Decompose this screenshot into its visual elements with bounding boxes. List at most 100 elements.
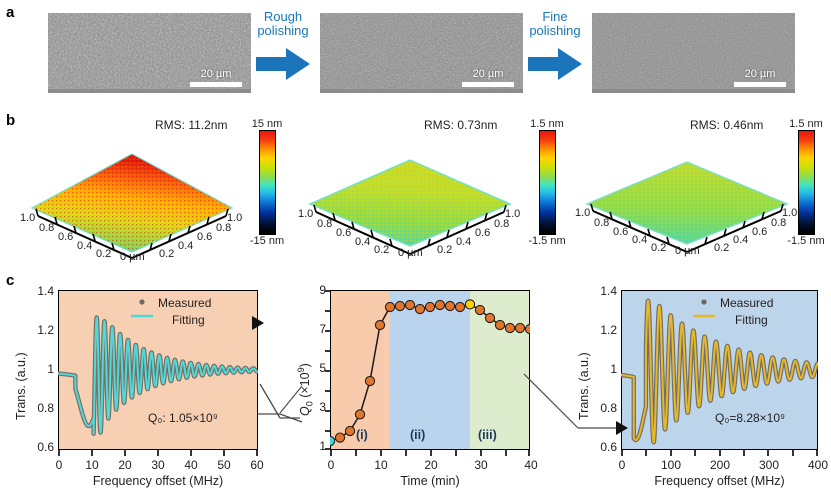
sem-image-as-fabricated: 20 µm [48, 13, 251, 93]
scalebar-3: 20 µm [734, 68, 786, 87]
q0-xtick-1: 10 [374, 458, 388, 472]
afm2-y-tick-1: 0.8 [494, 218, 510, 230]
afm-surface-as-fabricated: 1.0 0.8 0.6 0.4 0.2 0 µm 1.0 0.8 0.6 0.4… [20, 112, 245, 264]
ringdown-left-ytick-3: 1.2 [37, 323, 54, 337]
arrow-1-line1: Rough [263, 9, 303, 24]
q0-region-label-iii: (iii) [478, 428, 497, 442]
connector-left-arrowhead [252, 316, 300, 419]
afm3-colorbar: 1.5 nm -1.5 nm [783, 118, 829, 247]
ringdown-left-ytick-0: 0.6 [37, 440, 54, 454]
q0-xtick-marks [330, 450, 530, 456]
ringdown-left-ytick-1: 0.8 [37, 401, 54, 415]
ringdown-left-q0-annotation: Q₀: 1.05×10⁹ [148, 411, 218, 425]
ringdown-right-xtick-1: 100 [660, 458, 682, 472]
afm3-x-tick-2: 0.6 [613, 226, 629, 238]
afm3-colorbar-max: 1.5 nm [789, 118, 823, 130]
panel-c-letter: c [6, 272, 15, 289]
afm1-x-tick-4: 0.2 [96, 248, 112, 260]
chart-ringdown-left: Trans. (a.u.) 1.4 1.2 1 0.8 0.6 0 10 20 … [0, 268, 280, 492]
q0-ytick-4: 9 [319, 283, 326, 297]
q0-region-label-ii: (ii) [410, 428, 426, 442]
afm2-x-tick-1: 0.8 [317, 218, 333, 230]
ringdown-left-xtick-5: 50 [217, 458, 231, 472]
afm1-y-tick-1: 0.8 [216, 222, 232, 234]
afm2-x-tick-3: 0.4 [355, 236, 371, 248]
afm-3d-render-1 [30, 153, 234, 259]
afm2-y-tick-0: 1.0 [505, 208, 521, 220]
q0-xtick-2: 20 [424, 458, 438, 472]
scalebar-line [190, 82, 242, 87]
arrow-2-line2: polishing [529, 23, 581, 38]
afm2-colorbar-min: -1.5 nm [528, 235, 566, 247]
ringdown-right-legend-marks [693, 299, 715, 318]
afm3-colorbar-gradient [797, 130, 815, 235]
q0-ytick-2: 5 [319, 361, 326, 375]
afm1-y-tick-0: 1.0 [227, 212, 243, 224]
sem-image-fine-polished: 20 µm [592, 13, 795, 93]
afm3-y-tick-4: 0.2 [714, 242, 730, 254]
process-arrow-2-label: Fine polishing [520, 10, 590, 38]
ringdown-right-axes [621, 290, 818, 450]
afm-surface-fine-polished: 1.0 0.8 0.6 0.4 0.2 0 µm 1.0 0.8 0.6 0.4… [575, 112, 800, 264]
right-arrow-icon-1 [256, 48, 310, 80]
afm2-x-tick-4: 0.2 [374, 244, 390, 256]
afm1-x-tick-2: 0.6 [58, 231, 74, 243]
afm1-colorbar-max: 15 nm [251, 118, 283, 130]
afm2-colorbar-gradient [538, 130, 556, 235]
afm1-y-tick-2: 0.6 [197, 231, 213, 243]
afm-3d-render-2 [308, 159, 512, 255]
afm3-x-tick-0: 1.0 [575, 207, 591, 219]
q0-region-label-i: (i) [356, 428, 368, 442]
afm1-colorbar-gradient [258, 130, 276, 235]
ringdown-left-legend-fitting: Fitting [172, 313, 205, 327]
afm3-y-tick-0: 1.0 [782, 207, 798, 219]
afm3-x-tick-3: 0.4 [632, 234, 648, 246]
arrow-1-line2: polishing [257, 23, 309, 38]
afm1-y-tick-3: 0.4 [178, 240, 194, 252]
afm2-y-tick-3: 0.4 [456, 236, 472, 248]
scalebar-line [734, 82, 786, 87]
ringdown-right-ytick-1: 0.8 [600, 401, 617, 415]
ringdown-right-xtick-marks [621, 450, 818, 456]
afm2-y-tick-4: 0.2 [437, 244, 453, 256]
afm2-rms-label: RMS: 0.73nm [424, 118, 498, 132]
connector-left-to-middle [258, 385, 303, 423]
scalebar-label: 20 µm [200, 68, 232, 80]
afm3-x-tick-1: 0.8 [594, 217, 610, 229]
afm2-x-tick-0: 1.0 [298, 208, 314, 220]
afm1-y-tick-4: 0.2 [159, 248, 175, 260]
q0-xtick-3: 30 [474, 458, 488, 472]
scalebar-label: 20 µm [472, 68, 504, 80]
sem-texture-2 [320, 13, 523, 89]
ringdown-left-xtick-2: 20 [118, 458, 132, 472]
sem-texture-3 [592, 13, 795, 89]
scalebar-1: 20 µm [190, 68, 242, 87]
arrow-2-line1: Fine [542, 9, 568, 24]
afm2-y-tick-2: 0.6 [475, 227, 491, 239]
q0-ytick-0: 1 [319, 439, 326, 453]
ringdown-right-xtick-4: 400 [807, 458, 829, 472]
panel-a-letter: a [6, 4, 15, 21]
afm-surface-rough-polished: 1.0 0.8 0.6 0.4 0.2 0 µm 1.0 0.8 0.6 0.4… [298, 112, 523, 264]
afm2-x-tick-2: 0.6 [336, 227, 352, 239]
ringdown-left-legend-measured: Measured [158, 296, 212, 310]
scalebar-2: 20 µm [462, 68, 514, 87]
ringdown-right-ytick-2: 1 [610, 362, 617, 376]
ringdown-left-xtick-6: 60 [250, 458, 264, 472]
ringdown-right-xtick-0: 0 [618, 458, 626, 472]
afm3-rms-label: RMS: 0.46nm [690, 118, 764, 132]
afm-3d-render-3 [585, 161, 789, 253]
q0-xlabel: Time (min) [400, 474, 460, 488]
afm3-y-tick-1: 0.8 [771, 217, 787, 229]
process-arrow-1-label: Rough polishing [248, 10, 318, 38]
ringdown-right-q0-annotation: Q₀=8.28×10⁹ [715, 411, 786, 425]
ringdown-left-xtick-3: 30 [151, 458, 165, 472]
afm3-y-tick-3: 0.4 [733, 234, 749, 246]
q0-ytick-marks [325, 290, 331, 450]
q0-xtick-4: 40 [524, 458, 538, 472]
afm2-colorbar: 1.5 nm -1.5 nm [524, 118, 570, 247]
afm3-y-tick-2: 0.6 [752, 226, 768, 238]
q0-ytick-1: 3 [319, 400, 326, 414]
ringdown-right-ytick-4: 1.4 [600, 284, 617, 298]
ringdown-left-xtick-marks [58, 450, 258, 456]
